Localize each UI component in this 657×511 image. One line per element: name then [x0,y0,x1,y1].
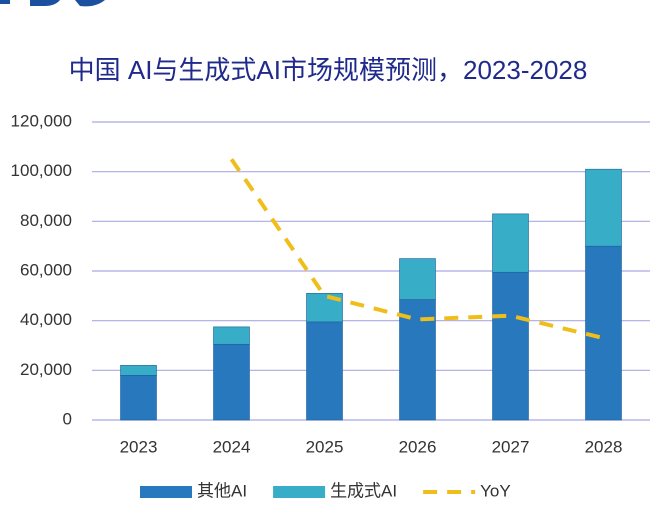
y-tick-label: 20,000 [20,360,72,379]
bar-segment [306,321,343,421]
bar-segment [585,168,622,247]
logo-fragment [0,0,105,7]
x-tick-label: 2025 [306,437,344,456]
line [229,158,604,340]
y-tick-label: 0 [63,409,72,428]
bar-segment [492,213,529,273]
bar-segment [213,326,250,345]
x-tick-label: 2027 [492,437,530,456]
legend-swatch [273,486,326,498]
legend-label: 生成式AI [330,481,397,500]
y-tick-label: 40,000 [20,310,72,329]
x-tick-label: 2028 [585,437,623,456]
bar-segment [120,365,157,376]
legend-label: YoY [480,481,511,500]
x-tick-label: 2026 [399,437,437,456]
legend-label: 其他AI [197,481,247,500]
bar-segment [492,271,529,421]
x-tick-label: 2023 [120,437,158,456]
y-tick-label: 100,000 [11,161,72,180]
y-tick-label: 80,000 [20,211,72,230]
x-tick-label: 2024 [213,437,251,456]
bar-segment [120,374,157,421]
y-tick-label: 60,000 [20,260,72,279]
bar-segment [213,343,250,421]
legend-swatch [140,486,192,498]
bar-segment [399,258,436,300]
chart-title: 中国 AI与生成式AI市场规模预测，2023-2028 [69,55,588,85]
bar-segment [585,245,622,421]
y-tick-label: 120,000 [11,111,72,130]
